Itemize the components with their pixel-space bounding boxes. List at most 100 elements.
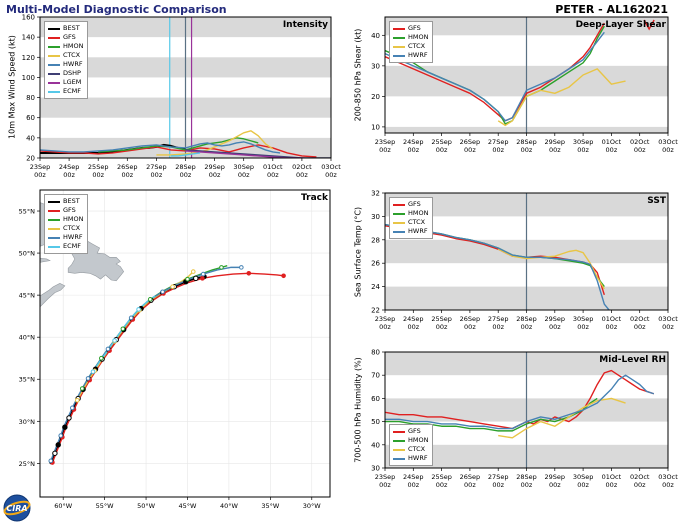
x-tick-label: 00z [492,481,504,489]
x-tick-label: 00z [549,323,561,331]
track-marker-hmon [99,355,104,361]
legend-label: HWRF [63,233,83,241]
x-tick-label: 28Sep [516,138,537,146]
legend-swatch-ctcx [393,221,405,224]
legend-item-hmon: HMON [48,215,83,224]
x-tick-label: 26Sep [460,138,481,146]
series-line-lgem [185,150,313,158]
x-tick-label: 02Oct [292,163,312,171]
x-tick-label: 00z [436,146,448,154]
x-tick-label: 00z [121,171,133,179]
x-tick-label: 26Sep [117,163,138,171]
x-tick-label: 28Sep [516,473,537,481]
x-tick-label: 30Sep [573,138,594,146]
legend-label: LGEM [63,78,82,86]
intensity-chart: 2040608010012014016023Sep00z24Sep00z25Se… [22,14,342,180]
track-marker-hwrf [239,265,244,270]
track-marker-hwrf [85,376,91,381]
track-line-hmon [81,265,228,389]
rh-y-axis-label: 700-500 hPa Humidity (%) [353,357,363,463]
legend-label: HWRF [408,454,428,462]
y-tick-label: 70 [371,372,380,380]
y-tick-label: 40 [371,32,380,40]
plot-border [384,16,669,134]
legend-item-ctcx: CTCX [393,218,428,227]
legend-item-best: BEST [48,197,83,206]
y-tick-label: 32 [371,190,380,198]
x-tick-label: 30Sep [233,163,254,171]
x-tick-label: 60°W [54,502,73,510]
y-tick-label: 25°N [19,460,36,468]
x-tick-label: 00z [151,171,163,179]
plot-border [39,189,331,498]
x-tick-label: 30Sep [573,315,594,323]
x-tick-label: 23Sep [375,315,396,323]
x-tick-label: 00z [549,481,561,489]
legend-label: ECMF [63,87,81,95]
sst-panel-title: SST [647,196,666,206]
x-tick-label: 00z [464,481,476,489]
x-tick-label: 26Sep [460,315,481,323]
x-tick-label: 30°W [303,502,322,510]
x-tick-label: 00z [379,481,391,489]
x-tick-label: 50°W [137,502,156,510]
legend-item-ctcx: CTCX [393,445,428,454]
x-tick-label: 00z [634,146,646,154]
x-tick-label: 25Sep [431,138,452,146]
y-tick-label: 60 [26,114,35,122]
legend-item-lgem: LGEM [48,78,83,87]
track-marker-best [62,424,68,430]
track-marker-best [55,442,61,448]
x-tick-label: 00z [492,146,504,154]
x-tick-label: 00z [407,323,419,331]
x-tick-label: 30Sep [573,473,594,481]
legend-swatch-ecmf [48,245,60,248]
shear-panel-title: Deep-Layer Shear [575,20,666,30]
x-tick-label: 00z [407,146,419,154]
x-tick-label: 00z [407,481,419,489]
track-marker-ecmf [90,369,96,374]
x-tick-label: 29Sep [545,138,566,146]
y-tick-label: 50°N [19,250,36,258]
track-marker-hmon [147,297,153,302]
legend-item-hmon: HMON [393,436,428,445]
cira-logo-graphic: CIRA [3,494,31,522]
y-tick-label: 28 [371,236,380,244]
offscale-marker [643,19,655,31]
track-marker-hwrf [48,458,54,464]
track-panel-title: Track [301,193,328,203]
legend-label: BEST [63,197,80,205]
x-tick-label: 27Sep [146,163,167,171]
legend-item-hwrf: HWRF [393,51,428,60]
intensity-legend: BEST GFS HMON CTCX HWRF DSHP LGEM ECMF [44,21,89,99]
legend-swatch-hwrf [393,230,405,233]
cira-logo: CIRA [2,492,60,525]
plot-border [39,16,332,159]
y-tick-label: 26 [371,260,380,268]
y-tick-label: 80 [371,349,380,357]
legend-swatch-ctcx [48,227,60,230]
y-tick-label: 30 [371,62,380,70]
legend-label: GFS [63,33,76,41]
track-marker-hwrf [70,405,75,411]
rh-legend: GFS HMON CTCX HWRF [389,424,434,466]
legend-label: HWRF [408,51,428,59]
y-tick-label: 22 [371,307,380,315]
x-tick-label: 00z [577,146,589,154]
y-tick-label: 55°N [19,208,36,216]
sst-legend: GFS HMON CTCX HWRF [389,197,434,239]
x-tick-label: 00z [180,171,192,179]
x-tick-label: 01Oct [602,473,622,481]
x-tick-label: 25Sep [431,473,452,481]
x-tick-label: 02Oct [630,138,650,146]
legend-swatch-gfs [393,203,405,206]
x-tick-label: 00z [492,323,504,331]
x-tick-label: 00z [464,146,476,154]
legend-item-gfs: GFS [393,24,428,33]
x-tick-label: 00z [634,323,646,331]
legend-swatch-hwrf [48,63,60,66]
legend-swatch-dshp [48,72,60,75]
legend-item-hmon: HMON [393,209,428,218]
track-marker-hwrf [200,271,206,277]
shear-chart: 1020304023Sep00z24Sep00z25Sep00z26Sep00z… [371,16,678,154]
